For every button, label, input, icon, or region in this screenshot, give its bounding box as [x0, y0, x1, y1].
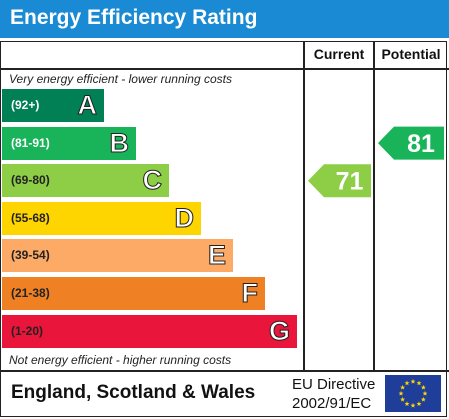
band-letter-label: A: [77, 90, 97, 121]
band-range-label: (81-91): [11, 135, 50, 150]
band-range-label: (39-54): [11, 248, 50, 263]
current-rating-value: 71: [336, 168, 364, 196]
band-letter-label: C: [142, 165, 162, 196]
band-c: (69-80) C: [2, 164, 169, 198]
eu-star-icon: [398, 390, 404, 396]
bottom-note: Not energy efficient - higher running co…: [9, 353, 232, 367]
eu-star-icon: [400, 396, 406, 402]
band-b: (81-91) B: [2, 126, 136, 160]
eu-star-icon: [404, 380, 410, 386]
band-a: (92+) A: [2, 89, 104, 122]
eu-flag-icon: [385, 375, 441, 412]
band-d: (55-68) D: [2, 201, 201, 235]
band-range-label: (1-20): [11, 323, 44, 338]
potential-column-divider: [373, 41, 375, 372]
header-divider: [0, 68, 449, 70]
eu-star-icon: [420, 384, 426, 390]
title-bar: Energy Efficiency Rating: [0, 0, 449, 38]
eu-directive-line1: EU Directive: [292, 376, 376, 393]
eu-directive: EU Directive 2002/91/EC: [292, 375, 375, 413]
eu-star-icon: [400, 384, 406, 390]
eu-star-icon: [404, 401, 410, 406]
potential-column-header: Potential: [381, 46, 441, 62]
band-g: (1-20) G: [2, 314, 297, 348]
band-letter-label: E: [207, 240, 226, 271]
current-rating-arrow: [308, 164, 371, 198]
band-range-label: (69-80): [11, 173, 50, 188]
band-e: (39-54) E: [2, 239, 233, 273]
band-range-label: (92+): [11, 98, 40, 112]
band-letter-label: G: [268, 315, 290, 346]
eu-star-icon: [410, 378, 416, 384]
band-range-label: (21-38): [11, 286, 50, 300]
band-letter-label: B: [109, 127, 129, 158]
top-note: Very energy efficient - lower running co…: [9, 72, 232, 86]
footer-divider: [0, 370, 449, 372]
eu-star-icon: [416, 401, 422, 406]
current-column-header: Current: [313, 46, 365, 62]
potential-rating-arrow: [378, 126, 444, 160]
band-letter-label: F: [241, 278, 258, 309]
chart-title: Energy Efficiency Rating: [10, 6, 258, 29]
band-range-label: (55-68): [11, 210, 50, 225]
rating-frame: [0, 41, 447, 417]
eu-star-icon: [416, 380, 422, 386]
potential-rating-value: 81: [407, 130, 435, 158]
band-letter-label: D: [174, 202, 194, 233]
footer-country: England, Scotland & Wales: [11, 382, 256, 403]
eu-star-icon: [422, 390, 428, 396]
band-f: (21-38) F: [2, 277, 265, 310]
eu-star-icon: [420, 396, 426, 402]
current-column-divider: [303, 41, 305, 372]
eu-directive-line2: 2002/91/EC: [292, 395, 372, 412]
eu-star-icon: [410, 402, 416, 408]
